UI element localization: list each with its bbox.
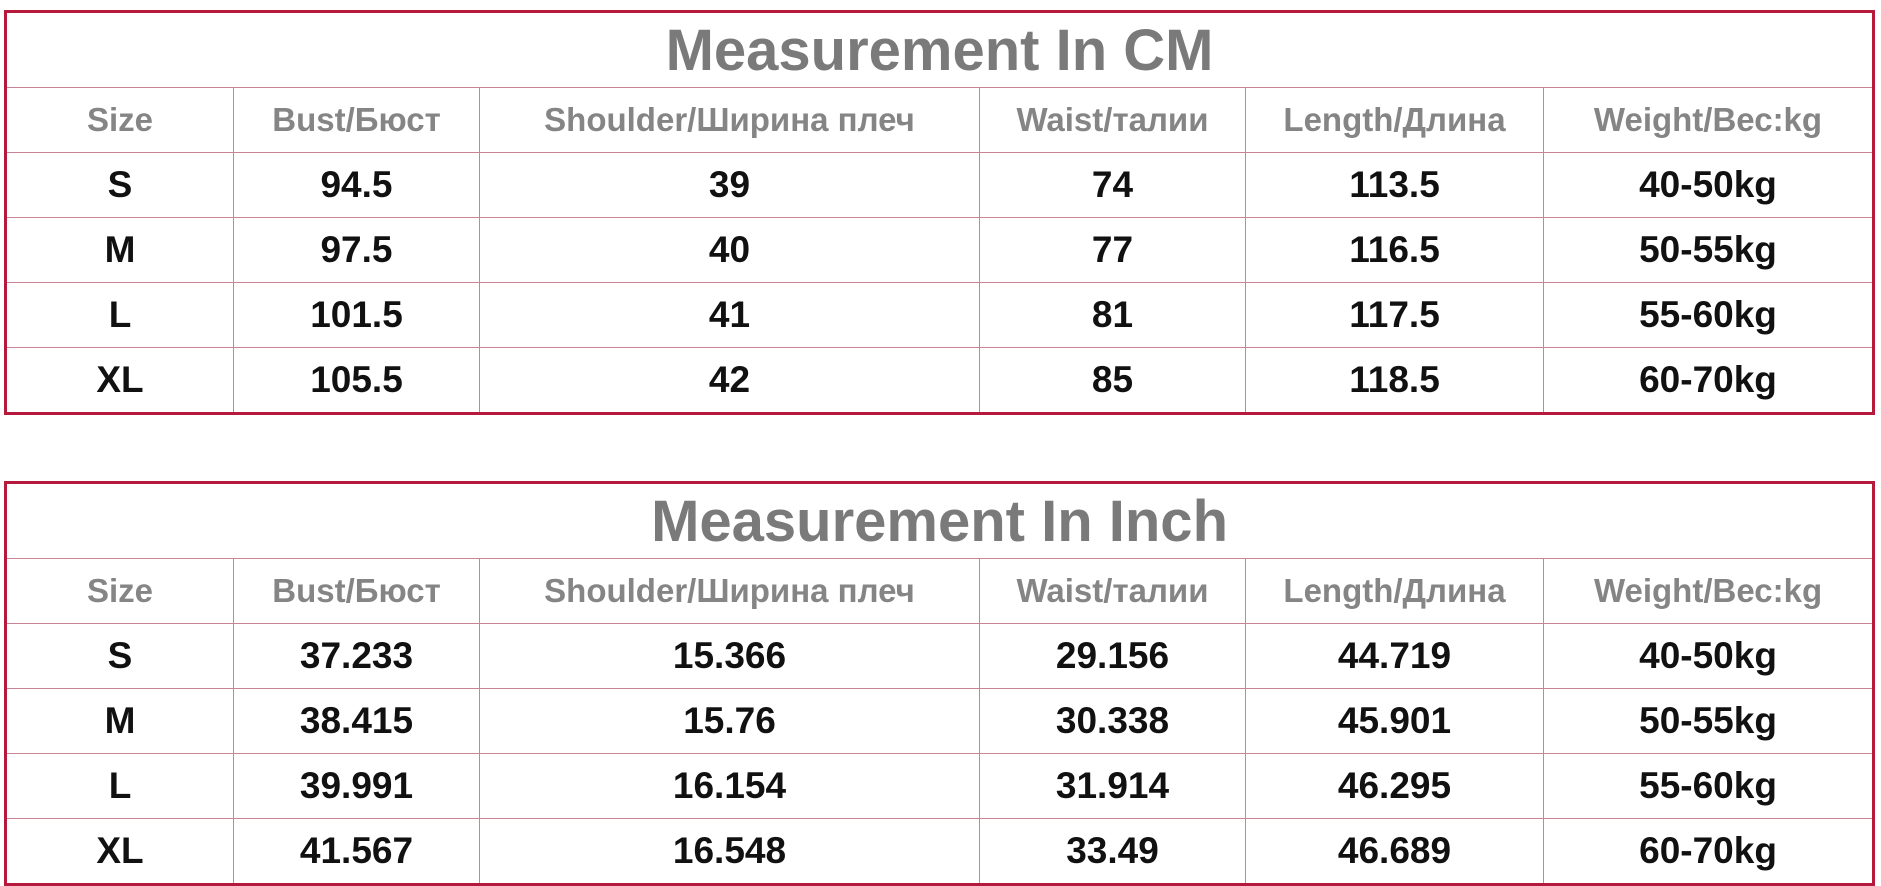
data-row: XL 105.5 42 85 118.5 60-70kg <box>5 347 1875 414</box>
data-row: L 101.5 41 81 117.5 55-60kg <box>5 282 1875 348</box>
table-cell: 39.991 <box>233 753 480 819</box>
header-row: Size Bust/Бюст Shoulder/Ширина плеч Waist/т… <box>5 87 1875 153</box>
column-header: Weight/Вес:kg <box>1542 87 1875 153</box>
column-header: Waist/талии <box>979 87 1246 153</box>
table-cell: 16.154 <box>479 753 980 819</box>
table-cell: 42 <box>479 347 980 414</box>
table-cell: 74 <box>979 152 1246 218</box>
table-cell: XL <box>5 347 234 414</box>
column-header: Length/Длина <box>1245 558 1544 624</box>
table-cell: 39 <box>479 152 980 218</box>
table-cell: 40-50kg <box>1542 623 1875 689</box>
table-cell: XL <box>5 818 234 885</box>
title-row: Measurement In Inch <box>4 482 1875 559</box>
column-header: Length/Длина <box>1245 87 1544 153</box>
table-title: Measurement In CM <box>4 11 1875 88</box>
table-cell: 46.295 <box>1245 753 1544 819</box>
table-cell: 50-55kg <box>1542 217 1875 283</box>
table-cell: 30.338 <box>979 688 1246 754</box>
table-cell: 97.5 <box>233 217 480 283</box>
table-cell: L <box>5 753 234 819</box>
data-row: S 37.233 15.366 29.156 44.719 40-50kg <box>5 623 1875 689</box>
table-cell: 38.415 <box>233 688 480 754</box>
table-cell: 33.49 <box>979 818 1246 885</box>
size-table: Measurement In CM Size Bust/Бюст Shoulder/Ш… <box>4 10 1876 415</box>
table-title: Measurement In Inch <box>4 482 1875 559</box>
table-cell: S <box>5 152 234 218</box>
data-row: S 94.5 39 74 113.5 40-50kg <box>5 152 1875 218</box>
column-header: Bust/Бюст <box>233 87 480 153</box>
column-header: Shoulder/Ширина плеч <box>479 558 980 624</box>
table-cell: M <box>5 217 234 283</box>
column-header: Weight/Вес:kg <box>1542 558 1875 624</box>
table-cell: 118.5 <box>1245 347 1544 414</box>
table-cell: 55-60kg <box>1542 753 1875 819</box>
table-cell: 40-50kg <box>1542 152 1875 218</box>
table-cell: 45.901 <box>1245 688 1544 754</box>
table-cell: 105.5 <box>233 347 480 414</box>
column-header: Waist/талии <box>979 558 1246 624</box>
table-cell: 44.719 <box>1245 623 1544 689</box>
table-cell: 81 <box>979 282 1246 348</box>
data-row: M 97.5 40 77 116.5 50-55kg <box>5 217 1875 283</box>
column-header: Size <box>5 87 234 153</box>
table-cell: 60-70kg <box>1542 818 1875 885</box>
table-cell: 85 <box>979 347 1246 414</box>
table-cell: 117.5 <box>1245 282 1544 348</box>
table-cell: S <box>5 623 234 689</box>
table-cell: 60-70kg <box>1542 347 1875 414</box>
table-cell: 29.156 <box>979 623 1246 689</box>
table-cell: 94.5 <box>233 152 480 218</box>
data-row: XL 41.567 16.548 33.49 46.689 60-70kg <box>5 818 1875 885</box>
table-cell: 113.5 <box>1245 152 1544 218</box>
column-header: Size <box>5 558 234 624</box>
table-cell: 41 <box>479 282 980 348</box>
table-cell: M <box>5 688 234 754</box>
table-cell: 37.233 <box>233 623 480 689</box>
table-cell: 15.76 <box>479 688 980 754</box>
table-cell: 16.548 <box>479 818 980 885</box>
data-row: L 39.991 16.154 31.914 46.295 55-60kg <box>5 753 1875 819</box>
header-row: Size Bust/Бюст Shoulder/Ширина плеч Waist/т… <box>5 558 1875 624</box>
table-cell: 41.567 <box>233 818 480 885</box>
table-cell: 101.5 <box>233 282 480 348</box>
column-header: Shoulder/Ширина плеч <box>479 87 980 153</box>
table-cell: 31.914 <box>979 753 1246 819</box>
table-cell: 55-60kg <box>1542 282 1875 348</box>
title-row: Measurement In CM <box>4 11 1875 88</box>
table-cell: 40 <box>479 217 980 283</box>
table-cell: 116.5 <box>1245 217 1544 283</box>
data-row: M 38.415 15.76 30.338 45.901 50-55kg <box>5 688 1875 754</box>
table-cell: 77 <box>979 217 1246 283</box>
column-header: Bust/Бюст <box>233 558 480 624</box>
table-cell: 15.366 <box>479 623 980 689</box>
table-cell: 46.689 <box>1245 818 1544 885</box>
size-table: Measurement In Inch Size Bust/Бюст Shoulder… <box>4 481 1876 886</box>
table-cell: L <box>5 282 234 348</box>
table-cell: 50-55kg <box>1542 688 1875 754</box>
